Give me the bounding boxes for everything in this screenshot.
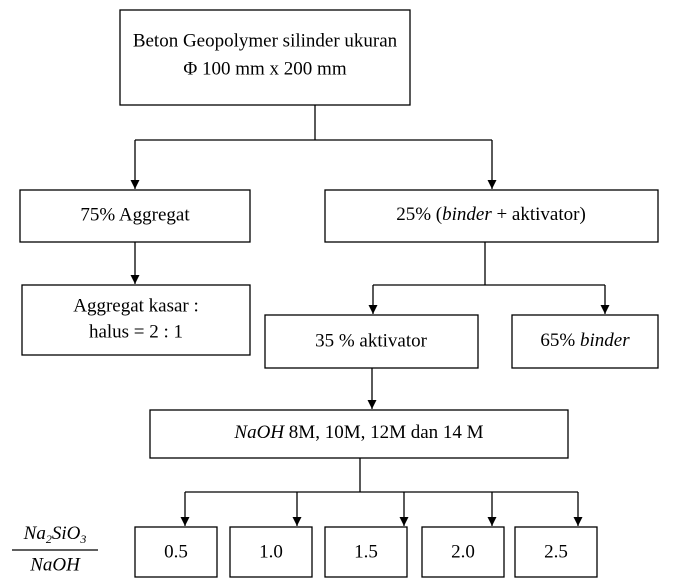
ratio-label: Na2SiO3 NaOH — [12, 523, 98, 575]
connectors — [130, 105, 610, 526]
node-text: halus = 2 : 1 — [89, 321, 183, 342]
text-part: SiO — [52, 523, 81, 544]
node-text: Aggregat kasar : — [73, 295, 199, 316]
text-part: 65% — [540, 330, 580, 351]
box — [324, 189, 659, 243]
box — [264, 314, 479, 369]
box — [19, 189, 251, 243]
ratio-value: 1.0 — [259, 541, 283, 562]
box — [134, 526, 218, 578]
text-part: Na — [23, 523, 46, 544]
text-part: 3 — [79, 532, 86, 546]
box — [21, 284, 251, 356]
node-text: 25% (binder + aktivator) — [396, 204, 586, 225]
ratio-boxes: 0.5 1.0 1.5 2.0 2.5 — [134, 526, 598, 578]
ratio-value: 2.0 — [451, 541, 475, 562]
node-text: 65% binder — [540, 330, 630, 351]
node-text: NaOH 8M, 10M, 12M dan 14 M — [233, 422, 483, 443]
text-part: binder — [442, 204, 492, 225]
text-part: NaOH — [233, 422, 285, 443]
text-part: + aktivator) — [492, 204, 586, 225]
box — [514, 526, 598, 578]
text-part: binder — [580, 330, 630, 351]
node-text: Φ 100 mm x 200 mm — [183, 58, 346, 79]
text-part: 2 — [46, 532, 52, 546]
box — [119, 9, 411, 106]
text-part: 8M, 10M, 12M dan 14 M — [284, 422, 484, 443]
numerator: Na2SiO3 — [23, 523, 87, 545]
box — [511, 314, 659, 369]
box — [421, 526, 505, 578]
box — [229, 526, 313, 578]
box — [149, 409, 569, 459]
denominator: NaOH — [29, 554, 81, 575]
ratio-value: 2.5 — [544, 541, 568, 562]
ratio-value: 0.5 — [164, 541, 188, 562]
node-text: 75% Aggregat — [80, 204, 190, 225]
box — [324, 526, 408, 578]
ratio-value: 1.5 — [354, 541, 378, 562]
node-text: 35 % aktivator — [315, 330, 428, 351]
node-text: Beton Geopolymer silinder ukuran — [133, 30, 398, 51]
text-part: 25% ( — [396, 204, 442, 225]
